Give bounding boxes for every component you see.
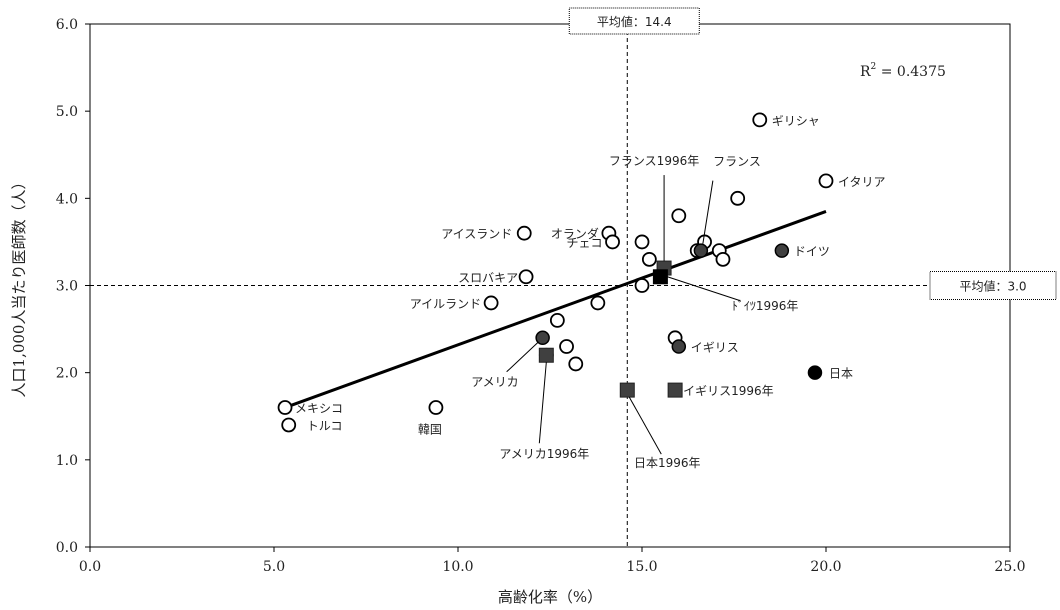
x-tick-label: 10.0 — [442, 559, 473, 575]
data-label: アイスランド — [441, 227, 512, 241]
data-point-open — [590, 295, 606, 311]
data-point-open — [671, 208, 687, 224]
data-label: トルコ — [307, 419, 343, 433]
data-point-open — [634, 278, 650, 293]
data-point-open — [634, 234, 650, 250]
data-point-1996 — [667, 382, 683, 398]
data-point-open — [518, 269, 534, 285]
data-label: アイルランド — [410, 297, 481, 311]
y-tick-label: 0.0 — [56, 540, 78, 556]
data-point-open — [752, 112, 768, 128]
y-tick-label: 5.0 — [56, 104, 78, 120]
data-label: 日本1996年 — [634, 456, 701, 470]
data-point-highlight — [774, 243, 790, 258]
data-label: イタリア — [838, 175, 886, 189]
data-point-japan — [807, 365, 823, 380]
data-label: メキシコ — [295, 402, 343, 416]
data-point-open — [559, 339, 574, 354]
data-point-open — [568, 356, 584, 372]
data-label: ﾄﾞｲﾂ1996年 — [732, 299, 799, 313]
y-tick-label: 3.0 — [56, 279, 78, 295]
leader-line — [506, 341, 539, 373]
data-point-open — [641, 251, 657, 267]
data-point-open — [483, 295, 499, 311]
leader-line — [702, 180, 714, 244]
leader-line — [628, 396, 662, 455]
data-point-open — [281, 417, 297, 433]
data-point-open — [428, 400, 444, 415]
data-label: フランス — [713, 155, 761, 169]
data-point-1996 — [619, 382, 635, 398]
y-tick-label: 1.0 — [56, 453, 78, 469]
data-point-highlight — [535, 330, 550, 346]
r-squared-label: R2 = 0.4375 — [860, 62, 946, 80]
data-label: アメリカ1996年 — [499, 447, 589, 461]
data-label: オランダ — [551, 226, 599, 241]
x-tick-label: 25.0 — [994, 559, 1025, 575]
data-label: アメリカ — [471, 375, 518, 389]
x-tick-label: 20.0 — [810, 559, 841, 575]
data-point-1996 — [652, 269, 668, 285]
data-point-open — [516, 225, 532, 241]
leader-line — [667, 276, 741, 302]
data-point-highlight — [693, 243, 709, 258]
data-point-open — [277, 400, 293, 415]
mean-y-box — [929, 271, 1057, 300]
data-label: スロバキア — [458, 271, 518, 285]
data-point-open — [549, 312, 565, 328]
mean-x-label: 平均値：14.4 — [597, 14, 672, 29]
data-label: イギリス1996年 — [683, 384, 774, 398]
y-tick-label: 6.0 — [56, 17, 78, 33]
plot-area — [89, 23, 1011, 548]
y-axis-title: 人口1,000人当たり医師数（人） — [10, 175, 28, 398]
y-tick-label: 4.0 — [56, 191, 78, 207]
data-label: フランス1996年 — [609, 154, 699, 168]
x-axis-title: 高齢化率（%） — [498, 588, 602, 606]
data-label: ギリシャ — [772, 114, 820, 128]
data-point-open — [715, 251, 731, 267]
x-tick-label: 5.0 — [263, 559, 285, 575]
data-point-highlight — [671, 339, 687, 354]
data-label: 日本 — [829, 367, 853, 381]
data-point-open — [818, 173, 834, 189]
x-tick-label: 0.0 — [79, 559, 101, 575]
mean-y-label: 平均値：3.0 — [959, 279, 1026, 294]
y-tick-label: 2.0 — [56, 366, 78, 382]
data-point-open — [605, 234, 620, 250]
data-label: イギリス — [691, 341, 739, 355]
data-label: 韓国 — [418, 423, 442, 437]
data-label: ドイツ — [794, 245, 830, 259]
x-tick-label: 15.0 — [626, 559, 657, 575]
leader-line — [538, 362, 547, 444]
mean-x-box — [568, 7, 700, 35]
data-label: チェコ — [567, 236, 603, 250]
data-point-open — [730, 190, 746, 206]
trendline — [284, 209, 827, 409]
data-point-1996 — [538, 347, 554, 363]
